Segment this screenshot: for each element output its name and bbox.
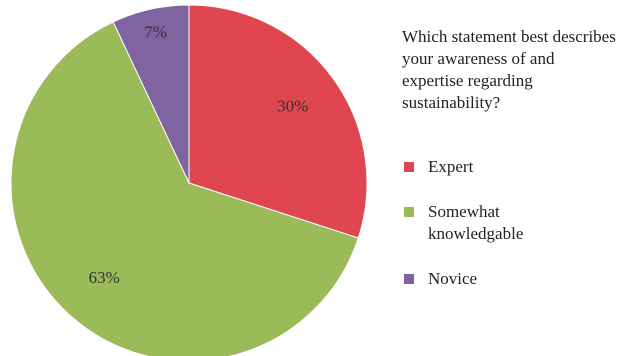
legend-label-novice: Novice xyxy=(428,269,478,288)
chart-title: Which statement best describes your awar… xyxy=(402,27,616,112)
pie-labels: 30% 63% 7% xyxy=(89,23,309,288)
legend-label-expert: Expert xyxy=(428,157,474,176)
pie-slice-novice xyxy=(112,4,190,184)
pie-slice-expert xyxy=(188,4,368,239)
pie-slices xyxy=(10,4,368,356)
legend-label-somewhat-knowledgable: Somewhat knowledgable xyxy=(428,202,524,243)
legend-swatch-expert xyxy=(404,162,414,172)
legend-swatch-novice xyxy=(404,274,414,284)
pie-chart: 30% 63% 7% xyxy=(10,4,368,356)
legend-swatch-somewhat-knowledgable xyxy=(404,207,414,217)
slice-label-novice: 7% xyxy=(144,23,167,42)
slice-label-somewhat-knowledgable: 63% xyxy=(89,268,120,287)
pie-slice-somewhat-knowledgable xyxy=(10,21,359,356)
slice-label-expert: 30% xyxy=(277,97,308,116)
